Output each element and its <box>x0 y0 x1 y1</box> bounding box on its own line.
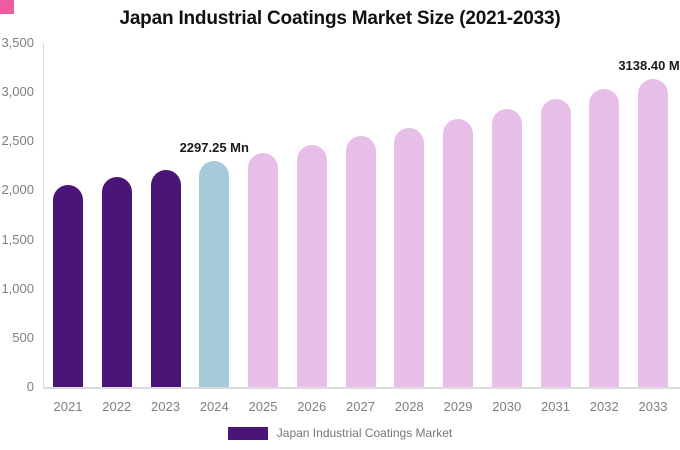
y-axis-tick-label: 3,500 <box>1 35 34 50</box>
bar-2029[interactable] <box>443 118 473 387</box>
bar-2025[interactable] <box>248 153 278 387</box>
x-axis-tick-label: 2027 <box>346 399 375 414</box>
bar-2033[interactable] <box>638 78 668 387</box>
y-axis-tick-label: 2,000 <box>1 182 34 198</box>
y-axis-tick-label: 1,000 <box>1 280 34 296</box>
bar-value-label: 3138.40 Mn <box>618 57 680 73</box>
x-axis-tick-label: 2023 <box>151 399 180 414</box>
legend[interactable]: Japan Industrial Coatings Market <box>0 426 680 440</box>
y-axis-tick-label: 500 <box>12 329 34 345</box>
x-axis-line <box>43 387 680 389</box>
bar-2021[interactable] <box>53 185 83 387</box>
x-axis-tick-label: 2032 <box>589 399 619 414</box>
bar-2028[interactable] <box>394 127 425 387</box>
x-axis-tick-label: 2031 <box>541 399 570 414</box>
bar-value-label: 2297.25 Mn <box>179 140 249 156</box>
legend-swatch[interactable] <box>227 426 268 440</box>
bar-2031[interactable] <box>540 99 571 387</box>
chart-title: Japan Industrial Coatings Market Size (2… <box>119 8 561 29</box>
y-axis-tick-label: 2,500 <box>1 133 34 149</box>
corner-marker <box>0 0 14 14</box>
x-axis-tick-label: 2025 <box>248 399 278 414</box>
y-axis-tick-label: 3,000 <box>1 84 34 100</box>
y-axis-tick-label: 1,500 <box>1 231 34 247</box>
bar-2027[interactable] <box>345 136 376 387</box>
x-axis-tick-label: 2028 <box>394 399 424 414</box>
bar-2024[interactable] <box>199 161 230 387</box>
bar-2023[interactable] <box>150 169 181 387</box>
bar-2022[interactable] <box>101 176 132 387</box>
bar-2032[interactable] <box>589 89 620 387</box>
legend-item-label: Japan Industrial Coatings Market <box>276 426 453 440</box>
x-axis-tick-label: 2033 <box>638 399 668 414</box>
x-axis-tick-label: 2029 <box>443 399 473 414</box>
x-axis-tick-label: 2024 <box>199 399 229 414</box>
y-axis-line <box>43 43 44 387</box>
x-axis-tick-label: 2030 <box>492 399 522 414</box>
y-axis-tick-label: 0 <box>26 379 34 394</box>
bar-2026[interactable] <box>296 144 327 387</box>
x-axis-tick-label: 2021 <box>53 399 83 414</box>
x-axis-tick-label: 2026 <box>297 399 327 414</box>
x-axis-tick-label: 2022 <box>102 399 132 414</box>
bar-2030[interactable] <box>491 108 522 387</box>
